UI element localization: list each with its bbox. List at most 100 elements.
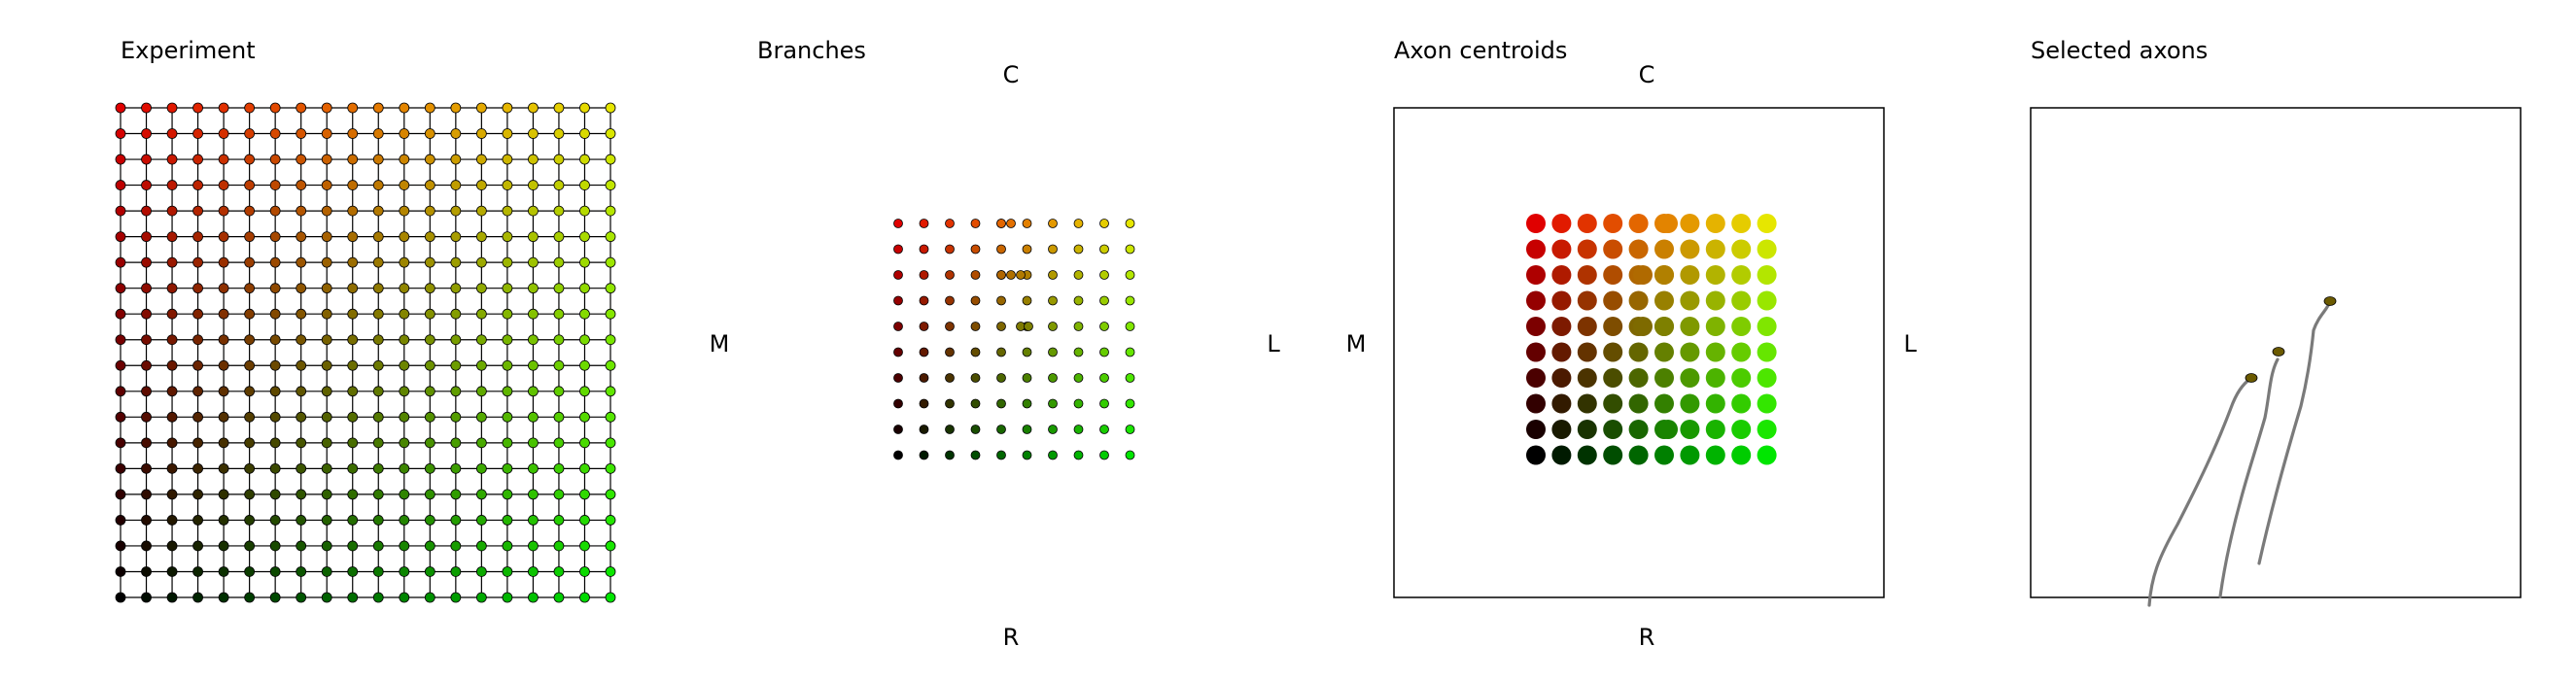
experiment-node (115, 386, 126, 397)
experiment-node (424, 102, 435, 114)
experiment-node (115, 256, 126, 268)
branch-point (1099, 270, 1109, 280)
experiment-node (553, 592, 565, 603)
experiment-node (321, 515, 332, 526)
experiment-node (141, 437, 152, 449)
experiment-node (372, 411, 384, 423)
centroid-point (1628, 214, 1649, 233)
branch-point (945, 450, 955, 460)
experiment-node (192, 489, 203, 500)
branch-point (996, 373, 1006, 383)
branch-point (1099, 322, 1109, 331)
experiment-node (141, 386, 152, 397)
centroid-point (1526, 290, 1546, 311)
experiment-node (321, 592, 332, 603)
experiment-node (399, 489, 410, 500)
experiment-node (115, 462, 126, 474)
experiment-node (141, 411, 152, 423)
experiment-node (372, 256, 384, 268)
experiment-node (475, 256, 487, 268)
centroids-frame (1393, 107, 1885, 598)
experiment-node (296, 308, 307, 320)
experiment-node (347, 180, 359, 190)
experiment-node (321, 386, 332, 397)
centroid-point (1551, 393, 1572, 414)
branches-scatter (893, 219, 1135, 460)
centroid-point (1680, 317, 1700, 336)
centroid-point (1628, 290, 1649, 311)
centroid-point (1658, 420, 1678, 439)
experiment-node (579, 437, 590, 449)
experiment-node (372, 462, 384, 474)
experiment-node (372, 205, 384, 217)
branch-point (1073, 450, 1084, 460)
experiment-node (218, 489, 229, 500)
axon-trace (2257, 299, 2332, 565)
branch-point (919, 244, 929, 255)
experiment-node (218, 566, 229, 577)
centroid-point (1757, 214, 1777, 233)
experiment-node (244, 437, 256, 449)
experiment-node (553, 489, 565, 500)
experiment-node (450, 153, 462, 165)
branch-point (1073, 398, 1084, 409)
centroid-point (1680, 445, 1700, 465)
branch-point (893, 450, 903, 460)
experiment-node (141, 592, 152, 603)
experiment-node (605, 489, 616, 500)
experiment-node (296, 231, 307, 243)
centroid-point (1577, 265, 1597, 285)
experiment-node (372, 566, 384, 577)
branch-point (970, 425, 981, 434)
experiment-node (553, 153, 565, 165)
experiment-node (347, 462, 359, 474)
experiment-node (269, 540, 281, 552)
branch-point (945, 398, 955, 409)
centroid-point (1577, 317, 1597, 336)
centroid-point (1551, 420, 1572, 439)
experiment-node (450, 592, 462, 603)
experiment-node (269, 334, 281, 346)
branch-point (1125, 295, 1135, 306)
experiment-node (244, 515, 256, 526)
experiment-node (192, 386, 203, 397)
centroid-point (1577, 420, 1597, 439)
experiment-node (502, 515, 513, 526)
experiment-node (115, 566, 126, 577)
branch-point (1024, 322, 1033, 331)
experiment-node (347, 308, 359, 320)
centroid-point (1757, 368, 1777, 388)
experiment-node (450, 180, 462, 190)
experiment-node (528, 231, 539, 243)
experiment-node (475, 540, 487, 552)
experiment-node (321, 566, 332, 577)
branch-point (1125, 244, 1135, 255)
experiment-node (579, 462, 590, 474)
experiment-node (296, 540, 307, 552)
experiment-node (244, 566, 256, 577)
experiment-node (399, 386, 410, 397)
experiment-node (166, 128, 178, 139)
experiment-node (347, 592, 359, 603)
experiment-node (141, 334, 152, 346)
centroid-point (1757, 317, 1777, 336)
experiment-node (399, 437, 410, 449)
experiment-node (166, 437, 178, 449)
experiment-node (218, 386, 229, 397)
experiment-node (579, 359, 590, 371)
experiment-node (424, 489, 435, 500)
experiment-node (424, 205, 435, 217)
centroid-point (1603, 317, 1623, 336)
branch-point (945, 295, 955, 306)
experiment-node (166, 489, 178, 500)
experiment-node (579, 566, 590, 577)
selected-frame (2030, 107, 2522, 598)
experiment-node (192, 153, 203, 165)
centroid-point (1628, 239, 1649, 259)
experiment-node (321, 283, 332, 294)
centroid-point (1603, 393, 1623, 414)
experiment-node (347, 411, 359, 423)
experiment-node (347, 153, 359, 165)
experiment-node (141, 205, 152, 217)
experiment-node (347, 205, 359, 217)
